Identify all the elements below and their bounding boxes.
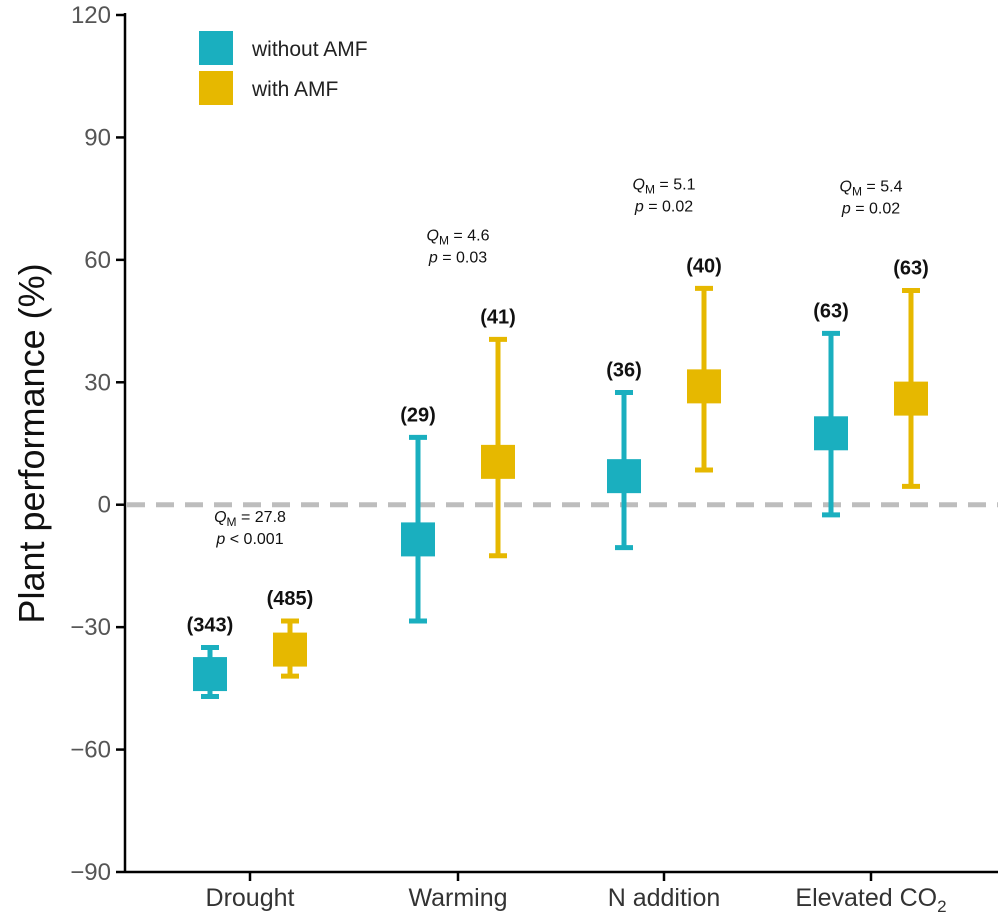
- sample-size-label: (36): [606, 359, 642, 381]
- y-tick-label: 30: [84, 369, 111, 396]
- sample-size-label: (63): [813, 300, 849, 322]
- sample-size-label: (40): [686, 255, 722, 277]
- mean-marker: [193, 657, 227, 692]
- sample-size-label: (63): [893, 257, 929, 279]
- p-value: p = 0.03: [428, 249, 487, 266]
- data-labels: (343) (29) (36) (63) (485) (41) (40) (63) QM = 2…: [187, 176, 929, 636]
- legend: without AMF with AMF: [199, 31, 368, 105]
- y-axis-label: Plant performance (%): [11, 263, 52, 623]
- mean-marker: [607, 459, 641, 494]
- x-tick-label: Elevated CO2: [795, 884, 946, 916]
- x-tick-label: Drought: [206, 884, 295, 912]
- sample-size-label: (41): [480, 306, 516, 328]
- mean-marker: [401, 522, 435, 557]
- legend-label: without AMF: [251, 38, 368, 61]
- p-value: p = 0.02: [841, 200, 900, 217]
- mean-marker: [894, 381, 928, 416]
- sample-size-label: (485): [267, 588, 314, 610]
- qm-statistic: QM = 5.4: [840, 178, 903, 198]
- sample-size-label: (343): [187, 615, 234, 637]
- qm-statistic: QM = 4.6: [427, 227, 490, 247]
- x-tick-label: Warming: [408, 884, 507, 912]
- legend-swatch: [199, 71, 233, 105]
- qm-statistic: QM = 27.8: [214, 509, 286, 529]
- y-tick-label: 90: [84, 124, 111, 151]
- qm-statistic: QM = 5.1: [633, 176, 696, 196]
- p-value: p < 0.001: [215, 531, 283, 548]
- legend-label: with AMF: [251, 78, 338, 101]
- axes: −90 −60 −30 0 30 60 90 120 Drought Warming N addit…: [11, 2, 998, 916]
- mean-marker: [687, 369, 721, 404]
- mean-marker: [481, 444, 515, 479]
- p-value: p = 0.02: [634, 198, 693, 215]
- mean-marker: [273, 632, 307, 667]
- y-tick-label: 0: [98, 492, 111, 519]
- y-tick-label: −60: [70, 737, 111, 764]
- y-tick-label: 60: [84, 247, 111, 274]
- y-tick-label: −90: [70, 859, 111, 886]
- y-tick-label: −30: [70, 614, 111, 641]
- mean-marker: [814, 416, 848, 451]
- legend-swatch: [199, 31, 233, 65]
- sample-size-label: (29): [400, 404, 436, 426]
- y-tick-label: 120: [71, 2, 111, 29]
- x-tick-label: N addition: [608, 884, 721, 912]
- data-marks: [193, 285, 928, 700]
